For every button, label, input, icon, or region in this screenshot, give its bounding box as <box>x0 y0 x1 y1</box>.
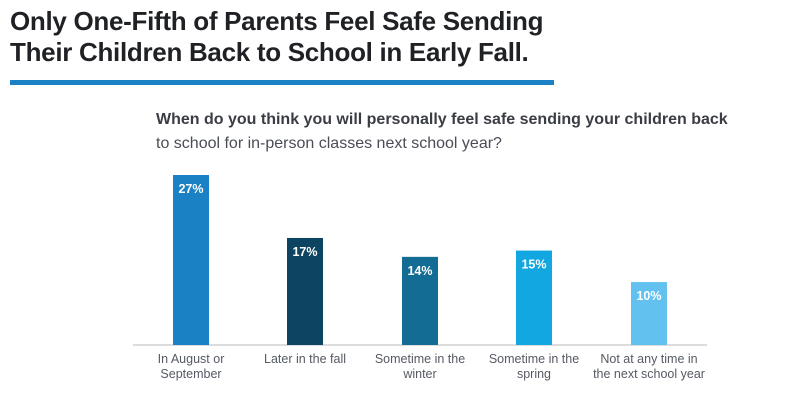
title-line-2: Their Children Back to School in Early F… <box>10 37 529 67</box>
bar-value-label-3: 14% <box>407 264 432 278</box>
category-label-4-line-1: Sometime in the <box>489 352 579 366</box>
title-line-1: Only One-Fifth of Parents Feel Safe Send… <box>10 6 544 36</box>
bar-value-label-5: 10% <box>636 289 661 303</box>
category-label-2-line-1: Later in the fall <box>264 352 346 366</box>
category-label-1-line-2: September <box>160 367 221 381</box>
question-line-2: to school for in-person classes next sch… <box>156 135 502 152</box>
title-underline <box>10 80 554 85</box>
category-label-3-line-2: winter <box>402 367 436 381</box>
category-label-5-line-2: the next school year <box>593 367 705 381</box>
chart-title: Only One-Fifth of Parents Feel Safe Send… <box>10 6 710 68</box>
bar-value-label-2: 17% <box>292 245 317 259</box>
survey-question: When do you think you will personally fe… <box>156 108 796 156</box>
category-label-1-line-1: In August or <box>158 352 225 366</box>
bar-3 <box>402 256 438 345</box>
bar-2 <box>287 237 323 345</box>
bar-4 <box>516 250 552 345</box>
question-line-1: When do you think you will personally fe… <box>156 111 728 128</box>
bar-1 <box>173 175 209 345</box>
category-label-3-line-1: Sometime in the <box>375 352 465 366</box>
bar-value-label-1: 27% <box>178 182 203 196</box>
bar-value-label-4: 15% <box>521 258 546 272</box>
category-label-4-line-2: spring <box>517 367 551 381</box>
category-label-5-line-1: Not at any time in <box>600 352 697 366</box>
bar-5 <box>631 282 667 345</box>
